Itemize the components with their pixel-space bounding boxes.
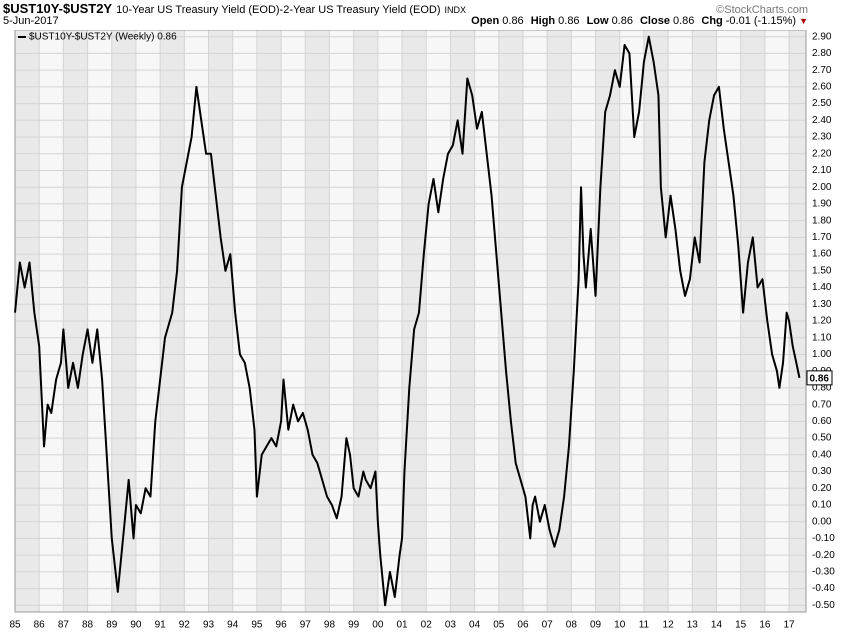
quote-label: Chg bbox=[701, 15, 723, 27]
x-tick-label: 93 bbox=[203, 620, 215, 631]
legend-label: $UST10Y-$UST2Y (Weekly) 0.86 bbox=[29, 32, 177, 43]
x-tick-label: 91 bbox=[155, 620, 167, 631]
change-arrow: ▼ bbox=[799, 16, 808, 26]
y-tick-label: 1.80 bbox=[812, 215, 832, 226]
quote-value: 0.86 bbox=[558, 15, 580, 27]
y-tick-label: 1.20 bbox=[812, 316, 832, 327]
y-tick-label: 0.70 bbox=[812, 399, 832, 410]
date: 5-Jun-2017 bbox=[3, 15, 59, 27]
y-tick-label: 1.70 bbox=[812, 232, 832, 243]
y-tick-label: 2.20 bbox=[812, 148, 832, 159]
data-line bbox=[14, 35, 801, 607]
x-tick-label: 85 bbox=[9, 620, 21, 631]
x-tick-label: 09 bbox=[590, 620, 602, 631]
x-tick-label: 14 bbox=[711, 620, 723, 631]
plot-border bbox=[14, 30, 807, 613]
y-tick-label: 2.30 bbox=[812, 132, 832, 143]
quote-label: Close bbox=[639, 15, 670, 27]
y-tick-label: 0.20 bbox=[812, 483, 832, 494]
last-value-label: 0.86 bbox=[810, 374, 830, 385]
y-tick-label: 0.80 bbox=[812, 383, 832, 394]
exchange: INDX bbox=[444, 5, 467, 15]
chart: -0.50 -0.40 -0.30 -0.20 -0.10 0.00 0.10 0.20 0.3… bbox=[9, 30, 835, 631]
watermark: ©StockCharts.com bbox=[716, 4, 808, 16]
header-row: 5-Jun-2017 Open 0.86 High 0.86 Low 0.86 Close 0… bbox=[3, 15, 808, 27]
y-tick-label: 2.90 bbox=[812, 31, 832, 42]
quote: Open 0.86 High 0.86 Low 0.86 Close 0.86 Chg -0.01… bbox=[464, 15, 808, 27]
x-tick-label: 03 bbox=[445, 620, 457, 631]
x-tick-label: 07 bbox=[542, 620, 554, 631]
subtitle: 10-Year US Treasury Yield (EOD)-2-Year U… bbox=[116, 4, 441, 16]
header: $UST10Y-$UST2Y 10-Year US Treasury Yield… bbox=[0, 0, 850, 30]
x-tick-label: 88 bbox=[82, 620, 94, 631]
y-tick-label: 1.40 bbox=[812, 282, 832, 293]
quote-value: -0.01 (-1.15%) bbox=[725, 15, 797, 27]
x-tick-label: 94 bbox=[227, 620, 239, 631]
y-tick-label: 0.50 bbox=[812, 433, 832, 444]
y-tick-label: 1.60 bbox=[812, 249, 832, 260]
y-tick-label: 2.60 bbox=[812, 82, 832, 93]
x-tick-label: 02 bbox=[421, 620, 433, 631]
x-tick-label: 04 bbox=[469, 620, 481, 631]
quote-label: Low bbox=[586, 15, 609, 27]
y-tick-label: 2.00 bbox=[812, 182, 832, 193]
y-tick-label: 1.10 bbox=[812, 332, 832, 343]
x-tick-label: 97 bbox=[300, 620, 312, 631]
x-tick-label: 11 bbox=[639, 620, 650, 631]
y-tick-label: 1.90 bbox=[812, 199, 832, 210]
quote-label: Open bbox=[471, 15, 500, 27]
x-tick-label: 92 bbox=[179, 620, 191, 631]
quote-value: 0.86 bbox=[611, 15, 633, 27]
x-tick-label: 08 bbox=[566, 620, 578, 631]
y-tick-label: -0.30 bbox=[812, 567, 835, 578]
y-tick-label: -0.50 bbox=[812, 600, 835, 611]
y-tick-label: -0.10 bbox=[812, 533, 835, 544]
x-tick-label: 89 bbox=[106, 620, 118, 631]
x-tick-label: 98 bbox=[324, 620, 336, 631]
last-value-box bbox=[806, 370, 833, 386]
x-tick-label: 16 bbox=[759, 620, 771, 631]
y-tick-label: 2.40 bbox=[812, 115, 832, 126]
y-tick-label: 2.10 bbox=[812, 165, 832, 176]
x-tick-label: 12 bbox=[663, 620, 675, 631]
y-tick-label: 0.60 bbox=[812, 416, 832, 427]
y-tick-label: 2.80 bbox=[812, 48, 832, 59]
y-tick-label: 0.40 bbox=[812, 449, 832, 460]
quote-label: High bbox=[530, 15, 556, 27]
x-tick-label: 99 bbox=[348, 620, 360, 631]
x-tick-label: 00 bbox=[372, 620, 384, 631]
y-tick-label: -0.20 bbox=[812, 550, 835, 561]
x-tick-label: 15 bbox=[735, 620, 747, 631]
y-tick-label: 0.00 bbox=[812, 516, 832, 527]
quote-value: 0.86 bbox=[672, 15, 695, 27]
y-tick-label: 1.30 bbox=[812, 299, 832, 310]
y-tick-label: 1.00 bbox=[812, 349, 832, 360]
x-tick-label: 96 bbox=[276, 620, 288, 631]
x-tick-label: 17 bbox=[784, 620, 796, 631]
header-row: $UST10Y-$UST2Y 10-Year US Treasury Yield… bbox=[3, 1, 808, 16]
quote-value: 0.86 bbox=[502, 15, 524, 27]
x-tick-label: 06 bbox=[517, 620, 529, 631]
y-tick-label: -0.40 bbox=[812, 583, 835, 594]
x-tick-label: 13 bbox=[687, 620, 699, 631]
y-tick-label: 0.10 bbox=[812, 500, 832, 511]
x-tick-label: 87 bbox=[58, 620, 70, 631]
x-tick-label: 10 bbox=[614, 620, 626, 631]
x-tick-label: 86 bbox=[34, 620, 46, 631]
x-tick-label: 90 bbox=[130, 620, 142, 631]
y-tick-label: 2.70 bbox=[812, 65, 832, 76]
x-tick-label: 01 bbox=[396, 620, 408, 631]
title: $UST10Y-$UST2Y bbox=[3, 1, 113, 16]
y-tick-label: 2.50 bbox=[812, 98, 832, 109]
x-tick-label: 05 bbox=[493, 620, 505, 631]
y-tick-label: 0.30 bbox=[812, 466, 832, 477]
y-tick-label: 1.50 bbox=[812, 265, 832, 276]
x-tick-label: 95 bbox=[251, 620, 263, 631]
